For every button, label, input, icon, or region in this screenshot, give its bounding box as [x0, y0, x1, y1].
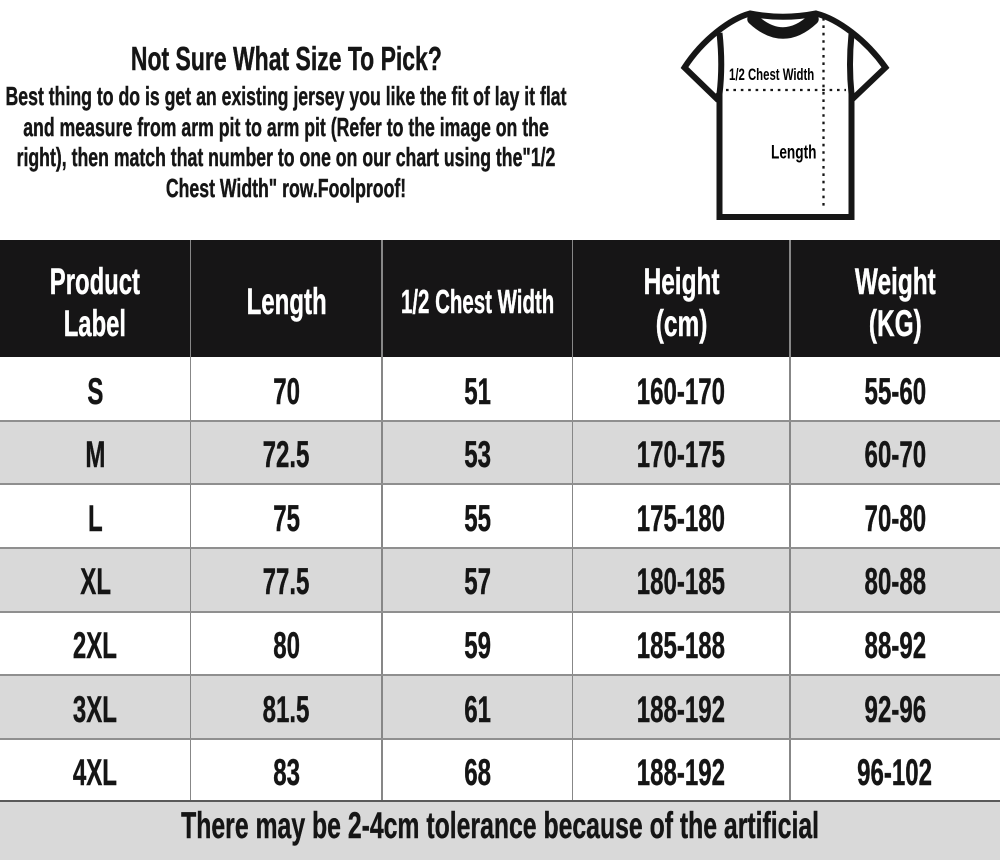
svg-text:Length: Length: [771, 141, 816, 163]
svg-text:1/2 Chest Width: 1/2 Chest Width: [729, 66, 814, 85]
